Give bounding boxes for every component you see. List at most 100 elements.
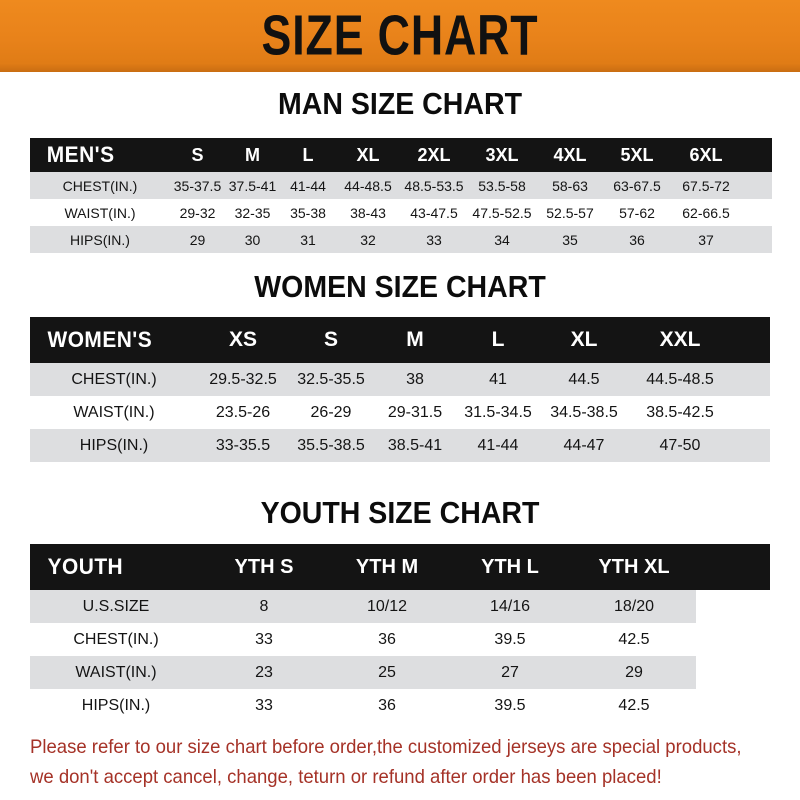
page-title: SIZE CHART	[261, 4, 539, 68]
table-cell: 32-35	[225, 199, 280, 226]
column-header-m: M	[245, 144, 260, 165]
table-row: WAIST(IN.) 29-32 32-35 35-38 38-43 43-47.5 47.…	[30, 199, 772, 226]
row-label: HIPS(IN.)	[30, 429, 198, 462]
table-cell: 18/20	[572, 590, 696, 623]
table-cell: 33	[400, 226, 468, 253]
women-table-header: WOMEN'S XS S M L XL XXL	[30, 317, 770, 363]
footer-disclaimer: Please refer to our size chart before or…	[30, 732, 742, 792]
table-cell: 29.5-32.5	[198, 363, 288, 396]
table-cell: 41	[456, 363, 540, 396]
table-cell-spacer	[742, 172, 772, 199]
page-banner: SIZE CHART	[0, 0, 800, 72]
row-label: WAIST(IN.)	[30, 396, 198, 429]
table-cell: 41-44	[456, 429, 540, 462]
table-cell: 29-32	[170, 199, 225, 226]
footer-line-1: Please refer to our size chart before or…	[30, 736, 742, 758]
table-cell: 37.5-41	[225, 172, 280, 199]
table-cell: 33-35.5	[198, 429, 288, 462]
row-label: CHEST(IN.)	[30, 623, 202, 656]
table-cell: 36	[604, 226, 670, 253]
column-header-s: S	[191, 144, 204, 165]
column-header-m: M	[406, 328, 424, 351]
table-cell-spacer	[732, 396, 770, 429]
row-label: WAIST(IN.)	[30, 199, 170, 226]
table-cell: 34.5-38.5	[540, 396, 628, 429]
table-cell: 34	[468, 226, 536, 253]
column-header-xl: XL	[356, 144, 380, 165]
column-header-yth-m: YTH M	[355, 555, 419, 578]
table-cell: 23.5-26	[198, 396, 288, 429]
column-header-yth-xl: YTH XL	[598, 555, 670, 578]
table-cell: 38	[374, 363, 456, 396]
table-cell-spacer	[732, 363, 770, 396]
table-row: WAIST(IN.) 23.5-26 26-29 29-31.5 31.5-34.5 34…	[30, 396, 770, 429]
table-cell: 44.5-48.5	[628, 363, 732, 396]
section-title-man: MAN SIZE CHART	[277, 86, 523, 121]
table-cell: 8	[202, 590, 326, 623]
section-title-youth: YOUTH SIZE CHART	[260, 495, 540, 530]
women-table-body: CHEST(IN.) 29.5-32.5 32.5-35.5 38 41 44.5 44.5…	[30, 363, 770, 462]
table-cell: 38.5-42.5	[628, 396, 732, 429]
table-cell-spacer	[742, 226, 772, 253]
youth-table-corner-label: YOUTH	[47, 554, 124, 579]
table-cell: 37	[670, 226, 742, 253]
table-cell: 58-63	[536, 172, 604, 199]
table-cell-spacer	[742, 199, 772, 226]
table-cell: 67.5-72	[670, 172, 742, 199]
table-cell: 39.5	[448, 689, 572, 722]
column-header-6xl: 6XL	[689, 144, 723, 165]
women-size-table: WOMEN'S XS S M L XL XXL CHEST(IN.) 29.5-32.5 32.…	[30, 317, 770, 462]
men-table-body: CHEST(IN.) 35-37.5 37.5-41 41-44 44-48.5 48.5…	[30, 172, 772, 253]
table-cell: 31.5-34.5	[456, 396, 540, 429]
table-header-row: WOMEN'S XS S M L XL XXL	[30, 317, 770, 363]
men-size-table: MEN'S S M L XL 2XL 3XL 4XL 5XL 6XL CHEST(IN.) 35-3…	[30, 138, 772, 253]
table-cell: 63-67.5	[604, 172, 670, 199]
man-table-corner-label: MEN'S	[46, 142, 115, 167]
table-cell: 23	[202, 656, 326, 689]
table-cell: 33	[202, 689, 326, 722]
row-label: U.S.SIZE	[30, 590, 202, 623]
table-cell: 48.5-53.5	[400, 172, 468, 199]
table-cell: 29	[170, 226, 225, 253]
table-cell-spacer	[696, 590, 770, 623]
section-title-women: WOMEN SIZE CHART	[254, 269, 546, 304]
row-label: HIPS(IN.)	[30, 226, 170, 253]
table-row: CHEST(IN.) 33 36 39.5 42.5	[30, 623, 770, 656]
table-cell: 47.5-52.5	[468, 199, 536, 226]
table-header-row: MEN'S S M L XL 2XL 3XL 4XL 5XL 6XL	[30, 138, 772, 172]
table-cell-spacer	[732, 429, 770, 462]
column-header-2xl: 2XL	[417, 144, 451, 165]
table-cell: 26-29	[288, 396, 374, 429]
table-cell: 33	[202, 623, 326, 656]
row-label: HIPS(IN.)	[30, 689, 202, 722]
table-row: HIPS(IN.) 29 30 31 32 33 34 35 36 37	[30, 226, 772, 253]
table-cell: 32.5-35.5	[288, 363, 374, 396]
table-cell: 38-43	[336, 199, 400, 226]
table-cell: 47-50	[628, 429, 732, 462]
table-cell: 62-66.5	[670, 199, 742, 226]
column-header-4xl: 4XL	[553, 144, 587, 165]
table-cell: 14/16	[448, 590, 572, 623]
table-row: CHEST(IN.) 29.5-32.5 32.5-35.5 38 41 44.5 44.5…	[30, 363, 770, 396]
table-cell: 25	[326, 656, 448, 689]
table-row: HIPS(IN.) 33 36 39.5 42.5	[30, 689, 770, 722]
youth-size-table: YOUTH YTH S YTH M YTH L YTH XL U.S.SIZE 8 10/1…	[30, 544, 770, 722]
column-header-l: L	[491, 328, 505, 351]
table-cell: 57-62	[604, 199, 670, 226]
table-row: HIPS(IN.) 33-35.5 35.5-38.5 38.5-41 41-44 44-…	[30, 429, 770, 462]
youth-table-header: YOUTH YTH S YTH M YTH L YTH XL	[30, 544, 770, 590]
table-cell-spacer	[696, 656, 770, 689]
column-header-xl: XL	[570, 328, 598, 351]
column-header-yth-s: YTH S	[234, 555, 294, 578]
row-label: CHEST(IN.)	[30, 363, 198, 396]
men-table-header: MEN'S S M L XL 2XL 3XL 4XL 5XL 6XL	[30, 138, 772, 172]
column-header-5xl: 5XL	[620, 144, 654, 165]
table-cell: 36	[326, 689, 448, 722]
table-cell-spacer	[696, 623, 770, 656]
column-header-l: L	[302, 144, 314, 165]
table-cell: 43-47.5	[400, 199, 468, 226]
table-cell: 44-48.5	[336, 172, 400, 199]
table-cell: 35	[536, 226, 604, 253]
column-header-s: S	[323, 328, 338, 351]
youth-table-body: U.S.SIZE 8 10/12 14/16 18/20 CHEST(IN.) 33 36 39…	[30, 590, 770, 722]
